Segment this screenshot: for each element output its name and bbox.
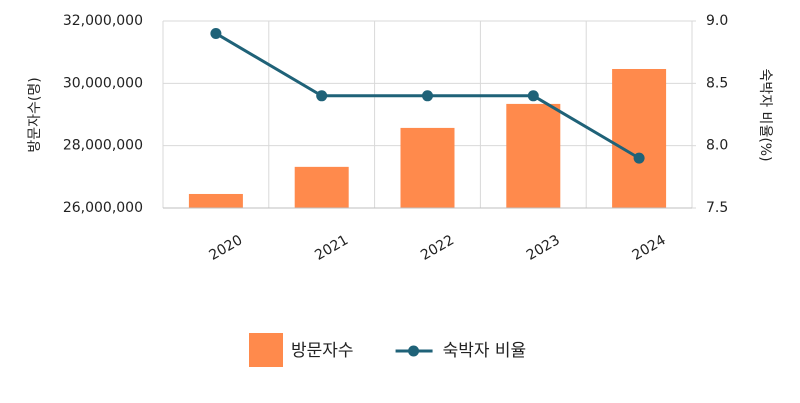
line-point — [210, 27, 222, 39]
line-point — [422, 90, 433, 102]
y2-tick-label: 8.0 — [706, 138, 728, 154]
y-tick-label: 30,000,000 — [63, 75, 143, 91]
y2-axis-title: 숙박자 비율(%) — [757, 68, 773, 161]
y-axis-title: 방문자수(명) — [27, 77, 43, 152]
y2-tick-label: 9.0 — [706, 13, 728, 29]
line-point — [316, 90, 328, 102]
bar — [188, 193, 243, 208]
legend-label: 숙박자 비율 — [443, 341, 527, 361]
y-tick-label: 26,000,000 — [63, 200, 143, 216]
legend-label: 방문자수 — [291, 341, 354, 361]
bar — [294, 166, 349, 208]
y2-tick-label: 7.5 — [706, 200, 728, 216]
bar — [400, 127, 455, 208]
line-point — [633, 152, 645, 164]
x-tick-label: 2024 — [630, 232, 669, 264]
x-tick-label: 2020 — [206, 232, 245, 264]
bar — [506, 103, 561, 208]
y-tick-label: 28,000,000 — [63, 138, 143, 154]
legend: 방문자수 숙박자 비율 — [249, 333, 526, 367]
y-tick-label: 32,000,000 — [63, 13, 143, 29]
bar — [612, 68, 667, 208]
x-tick-label: 2023 — [524, 232, 563, 264]
legend-swatch-dot — [408, 345, 420, 357]
x-tick-label: 2021 — [312, 232, 351, 264]
y2-tick-label: 8.5 — [706, 75, 728, 91]
line-point — [527, 90, 539, 102]
legend-swatch — [249, 333, 283, 367]
x-tick-label: 2022 — [418, 232, 457, 264]
